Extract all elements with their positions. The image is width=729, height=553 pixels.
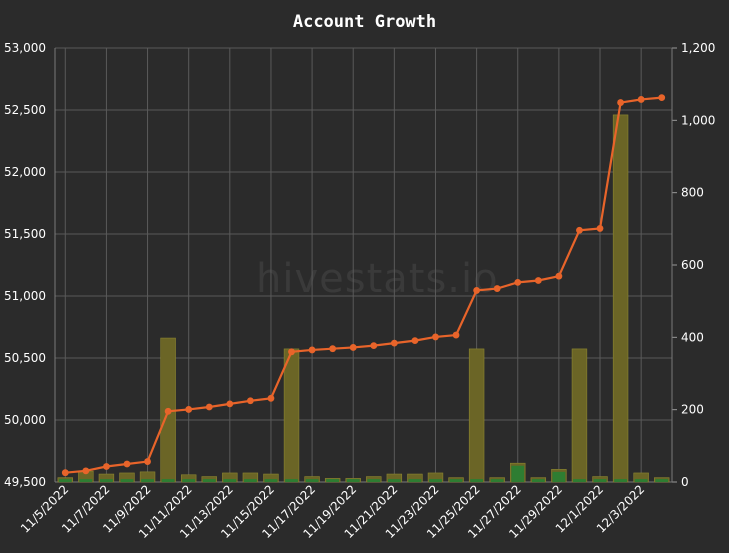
bar-green [100, 479, 113, 482]
bar-green [223, 479, 237, 482]
bar-olive [283, 348, 300, 483]
right-axis-tick-label: 1,000 [681, 113, 715, 127]
line-point [185, 406, 193, 413]
bar-green [552, 471, 566, 482]
bar-green [634, 479, 648, 482]
chart-title: Account Growth [292, 12, 437, 32]
bar-green [655, 479, 669, 482]
line-point [288, 348, 295, 356]
line-point [82, 467, 90, 475]
line-point [534, 277, 542, 284]
left-axis-tick-label: 50,000 [4, 413, 46, 427]
bar-green [161, 479, 175, 482]
bar-green [346, 479, 360, 482]
line-point [617, 99, 624, 106]
bar-green [531, 479, 545, 482]
bar-green [141, 479, 154, 482]
left-axis-tick-label: 52,500 [4, 103, 46, 117]
line-point [637, 96, 645, 103]
bar-green [120, 479, 134, 482]
line-point [555, 272, 563, 280]
bar-green [367, 479, 381, 482]
bar-green [182, 479, 196, 482]
left-axis-tick-label: 52,000 [4, 165, 46, 179]
bar-green [305, 479, 319, 482]
bar-green [408, 479, 422, 482]
line-point [473, 287, 481, 294]
line-point [123, 460, 131, 468]
line-point [267, 394, 275, 402]
line-point [164, 407, 172, 415]
right-axis-tick-label: 400 [681, 330, 704, 344]
right-axis-tick-label: 200 [681, 403, 704, 417]
line-point [246, 397, 254, 405]
line-point [390, 339, 398, 347]
bar-green [593, 479, 607, 482]
line-point [576, 226, 583, 234]
bar-green [326, 479, 340, 482]
bar-green [429, 479, 442, 482]
bar-green [285, 479, 298, 482]
bar-green [573, 479, 586, 482]
bar-green [202, 479, 216, 482]
left-axis-tick-label: 53,000 [4, 41, 46, 55]
line-point [452, 331, 460, 339]
line-point [596, 225, 604, 232]
line-point [493, 285, 501, 292]
line-point [205, 403, 213, 411]
line-point [144, 458, 151, 465]
bar-olive [571, 348, 588, 483]
bar-green [264, 479, 278, 482]
line-point [226, 400, 234, 408]
line-point [514, 278, 522, 286]
bar-green [58, 479, 72, 482]
watermark: hivestats.io [256, 256, 499, 302]
line-point [103, 463, 110, 470]
line-point [658, 94, 666, 101]
left-axis-tick-label: 51,000 [4, 289, 46, 303]
bar-green [244, 479, 257, 482]
bar-green [449, 479, 463, 482]
line-point [370, 342, 378, 349]
bar-green [79, 479, 93, 482]
bar-olive [468, 348, 485, 483]
line-point [411, 337, 419, 345]
right-axis-tick-label: 0 [681, 475, 689, 489]
bar-olive [612, 114, 629, 483]
left-axis-tick-label: 49,500 [4, 475, 46, 489]
bar-green [490, 479, 504, 482]
line-point [432, 333, 439, 341]
line-point [329, 345, 337, 353]
right-axis-tick-label: 1,200 [681, 41, 715, 55]
bar-green [511, 465, 525, 482]
left-axis-tick-label: 50,500 [4, 351, 46, 365]
left-axis-tick-label: 51,500 [4, 227, 46, 241]
right-axis-tick-label: 600 [681, 258, 704, 272]
line-point [349, 344, 357, 351]
line-series [65, 96, 662, 474]
line-point [61, 469, 69, 477]
bar-green [614, 479, 627, 482]
bar-green [387, 479, 401, 482]
bar-green [470, 479, 483, 482]
line-point [308, 346, 316, 354]
right-axis-tick-label: 800 [681, 186, 704, 200]
